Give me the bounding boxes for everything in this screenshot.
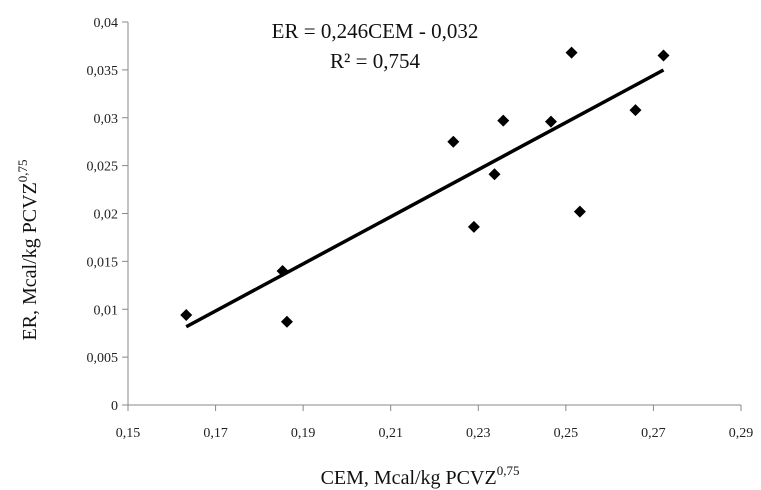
axes: 0 0,005 0,01 0,015 0,02 0,025 0,03 0,035 0,04 0,1…	[87, 16, 754, 441]
data-point	[467, 220, 480, 233]
data-point	[629, 104, 642, 117]
data-point	[497, 114, 510, 127]
y-tick-label: 0,04	[94, 16, 119, 31]
trendline-equation: ER = 0,246CEM - 0,032	[272, 19, 479, 43]
y-tick-label: 0,01	[94, 303, 119, 318]
x-tick-label: 0,23	[466, 426, 491, 441]
data-point	[565, 46, 578, 59]
data-point	[180, 308, 193, 321]
y-tick-label: 0,015	[87, 255, 119, 270]
y-tick-label: 0	[111, 399, 118, 414]
data-point	[657, 49, 670, 62]
data-point	[488, 168, 501, 181]
y-tick-label: 0,03	[94, 112, 119, 127]
x-tick-label: 0,25	[554, 426, 579, 441]
x-tick-label: 0,19	[291, 426, 316, 441]
r-squared-label: R² = 0,754	[330, 49, 420, 73]
y-tick-label: 0,025	[87, 160, 119, 175]
trendline-group	[185, 68, 665, 329]
x-tick-label: 0,27	[641, 426, 666, 441]
data-point	[276, 264, 289, 277]
y-tick-label: 0,005	[87, 351, 119, 366]
y-tick-label: 0,035	[87, 64, 119, 79]
x-tick-label: 0,17	[203, 426, 228, 441]
y-axis-title: ER, Mcal/kg PCVZ0,75	[15, 159, 41, 340]
y-tick-label: 0,02	[94, 208, 119, 223]
data-point	[280, 315, 293, 328]
x-tick-label: 0,21	[378, 426, 403, 441]
data-point	[573, 205, 586, 218]
data-points	[180, 46, 670, 328]
x-tick-label: 0,29	[729, 426, 754, 441]
x-axis-title: CEM, Mcal/kg PCVZ0,75	[321, 463, 520, 489]
trendline	[185, 68, 665, 329]
data-point	[447, 135, 460, 148]
x-tick-label: 0,15	[116, 426, 141, 441]
data-point	[544, 115, 557, 128]
